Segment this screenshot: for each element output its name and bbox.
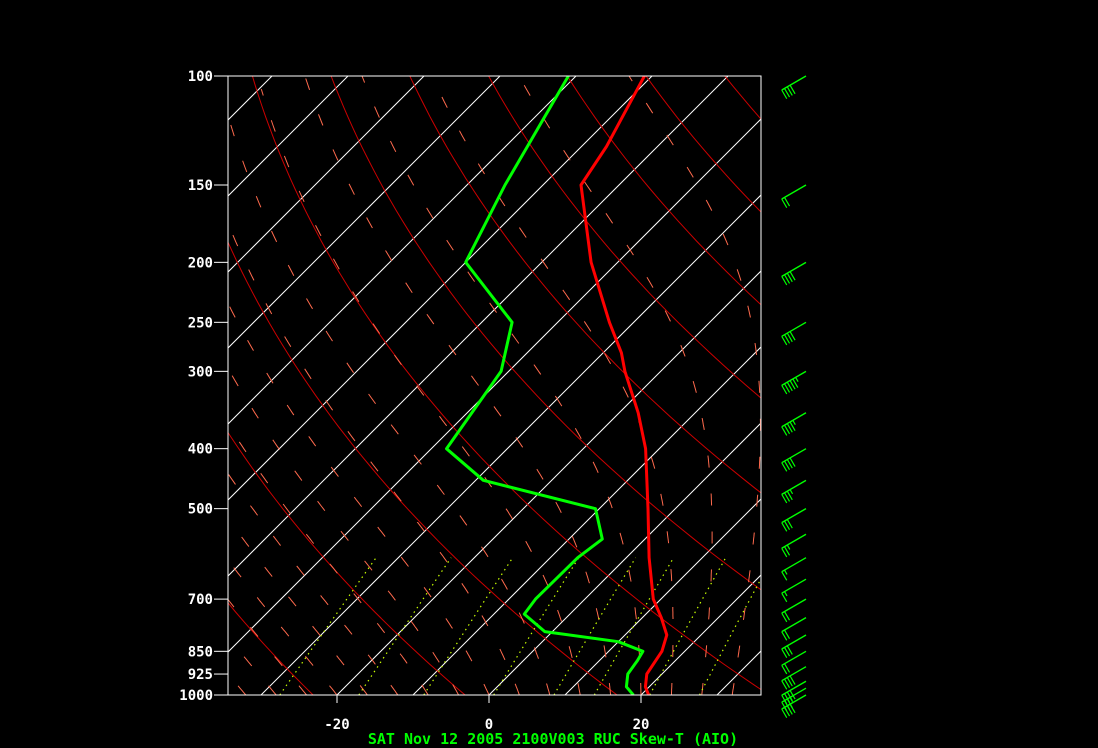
mixing-ratio-line xyxy=(279,557,377,695)
plot-frame xyxy=(227,75,762,696)
wind-barb xyxy=(781,533,807,558)
pressure-tick-label: 250 xyxy=(188,315,213,331)
temperature-axis: -20 0 20 xyxy=(324,695,649,733)
dry-adiabat-line xyxy=(645,76,761,213)
wind-barb xyxy=(781,184,807,208)
moist-adiabat-line xyxy=(228,559,338,695)
wind-barb xyxy=(781,617,807,641)
mixing-ratio-line xyxy=(553,557,637,695)
moist-adiabat-line xyxy=(228,636,277,695)
dry-adiabat-line xyxy=(566,76,761,306)
isotherm-line xyxy=(260,194,761,695)
wind-barb xyxy=(781,321,807,346)
temperature-tick-label: 20 xyxy=(633,717,650,733)
wind-barb xyxy=(781,680,807,705)
wind-barb xyxy=(781,261,807,286)
wind-barb xyxy=(781,479,807,504)
dry-adiabat-line xyxy=(228,240,618,695)
wind-barb xyxy=(781,75,807,99)
wind-barb xyxy=(781,370,807,395)
pressure-tick-label: 700 xyxy=(188,592,213,608)
temperature-tick-label: -20 xyxy=(324,717,349,733)
profiles xyxy=(445,76,669,695)
background-lines xyxy=(228,76,761,695)
isotherm-line xyxy=(228,76,501,349)
dry-adiabat-line xyxy=(330,76,761,591)
isotherm-line xyxy=(228,118,761,653)
moist-adiabat-line xyxy=(228,598,307,695)
wind-barb xyxy=(781,687,807,712)
moist-adiabat-line xyxy=(228,221,520,695)
wind-barb xyxy=(781,448,807,472)
wind-barb xyxy=(781,508,807,532)
pressure-tick-label: 500 xyxy=(188,502,213,518)
pressure-tick-label: 300 xyxy=(188,364,213,380)
pressure-tick-label: 925 xyxy=(188,667,213,683)
wind-barb xyxy=(781,666,807,690)
dry-adiabat-line xyxy=(228,431,466,695)
moist-adiabat-line xyxy=(228,423,429,695)
moist-adiabat-line xyxy=(518,76,713,695)
wind-barbs xyxy=(781,75,807,718)
isotherm-line xyxy=(228,76,577,425)
wind-barb xyxy=(781,634,807,658)
pressure-tick-label: 100 xyxy=(188,69,213,85)
pressure-tick-label: 200 xyxy=(188,255,213,271)
pressure-axis: 100 150 200 250 300 400 500 700 850 925 1000 xyxy=(179,69,228,704)
moist-adiabat-line xyxy=(228,367,460,695)
pressure-tick-label: 850 xyxy=(188,644,213,660)
wind-barb xyxy=(781,578,807,603)
isotherm-line xyxy=(640,574,761,695)
dry-adiabat-line xyxy=(251,76,761,691)
chart-title: SAT Nov 12 2005 2100V003 RUC Skew-T (AIO… xyxy=(368,730,738,748)
pressure-tick-label: 400 xyxy=(188,442,213,458)
moist-adiabat-line xyxy=(431,76,674,695)
moist-adiabat-line xyxy=(228,472,399,695)
temperature-tick-label: 0 xyxy=(485,717,493,733)
wind-barb xyxy=(781,598,807,623)
moist-adiabat-line xyxy=(304,76,612,695)
isotherm-line xyxy=(564,498,761,695)
isotherm-line xyxy=(336,270,761,695)
wind-barb xyxy=(781,650,807,675)
wind-barb xyxy=(781,412,807,436)
dry-adiabat-line xyxy=(409,76,761,494)
isotherm-line xyxy=(228,76,425,273)
moist-adiabat-line xyxy=(228,517,368,695)
moist-adiabat-line xyxy=(628,76,761,695)
isotherm-line xyxy=(488,422,761,695)
isotherm-line xyxy=(228,76,349,197)
temperature-profile-line xyxy=(579,76,669,695)
isotherm-line xyxy=(412,346,761,695)
isotherm-line xyxy=(228,76,653,501)
moist-adiabat-line xyxy=(230,124,551,695)
wind-barb xyxy=(781,557,807,581)
pressure-tick-label: 1000 xyxy=(179,688,213,704)
pressure-tick-label: 150 xyxy=(188,178,213,194)
moist-adiabat-line xyxy=(228,302,490,695)
dewpoint-profile-line xyxy=(445,76,645,695)
moist-adiabat-line xyxy=(260,88,581,695)
mixing-ratio-line xyxy=(358,557,452,695)
dry-adiabat-line xyxy=(488,76,761,399)
